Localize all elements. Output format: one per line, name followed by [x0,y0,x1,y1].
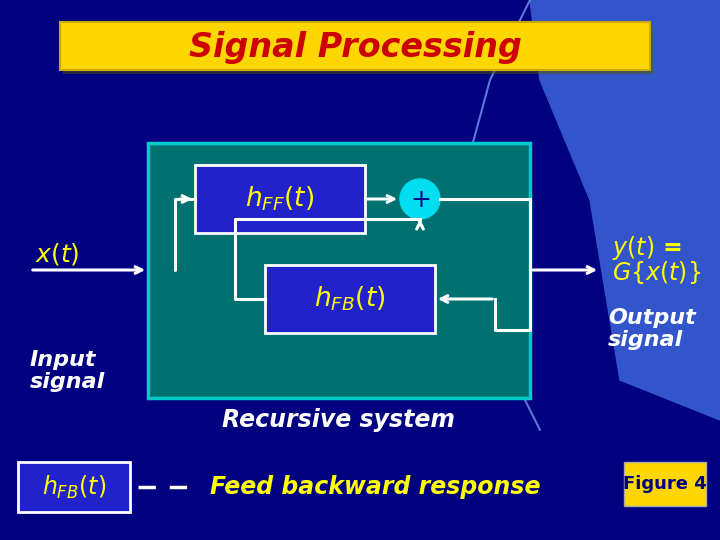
Text: $\mathit{h}_{\mathit{FB}}\mathit{(t)}$: $\mathit{h}_{\mathit{FB}}\mathit{(t)}$ [42,474,106,501]
FancyBboxPatch shape [624,462,706,506]
FancyBboxPatch shape [195,165,365,233]
Text: signal: signal [30,372,105,392]
Text: Figure 4: Figure 4 [623,475,707,493]
Text: Output: Output [608,308,696,328]
Text: $+$: $+$ [410,188,430,212]
Text: $\mathit{G\{x(t)\}}$: $\mathit{G\{x(t)\}}$ [612,259,701,286]
Text: $\mathit{h}_{\mathit{FF}}\mathit{(t)}$: $\mathit{h}_{\mathit{FF}}\mathit{(t)}$ [246,185,315,213]
FancyBboxPatch shape [265,265,435,333]
Text: Recursive system: Recursive system [222,408,454,432]
FancyBboxPatch shape [18,462,130,512]
Text: $\mathit{x(t)}$: $\mathit{x(t)}$ [35,241,80,267]
Circle shape [400,179,440,219]
Polygon shape [530,0,720,420]
Text: signal: signal [608,330,683,350]
FancyBboxPatch shape [60,22,650,70]
FancyBboxPatch shape [63,26,653,74]
Text: Signal Processing: Signal Processing [189,31,521,64]
Text: $\mathit{y(t)}$ =: $\mathit{y(t)}$ = [612,234,682,262]
Text: Feed backward response: Feed backward response [210,475,541,499]
FancyBboxPatch shape [148,143,530,398]
Text: Input: Input [30,350,96,370]
Text: $\mathit{h}_{\mathit{FB}}\mathit{(t)}$: $\mathit{h}_{\mathit{FB}}\mathit{(t)}$ [315,285,386,313]
